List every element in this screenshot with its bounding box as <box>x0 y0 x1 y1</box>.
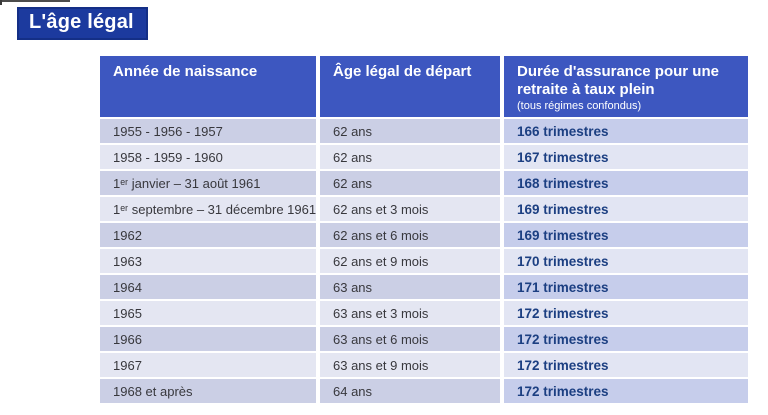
table-row: 1967 63 ans et 9 mois 172 trimestres <box>100 353 748 377</box>
cell-annee-naissance: 1965 <box>100 301 316 325</box>
page-title: L'âge légal <box>17 7 148 40</box>
cell-duree-assurance: 170 trimestres <box>504 249 748 273</box>
cell-annee-naissance: 1955 - 1956 - 1957 <box>100 119 316 143</box>
table-row: 1964 63 ans 171 trimestres <box>100 275 748 299</box>
cell-age-depart: 62 ans <box>320 119 500 143</box>
cell-annee-naissance: 1963 <box>100 249 316 273</box>
table-row: 1966 63 ans et 6 mois 172 trimestres <box>100 327 748 351</box>
cell-annee-naissance: 1964 <box>100 275 316 299</box>
cell-annee-naissance: 1966 <box>100 327 316 351</box>
cell-age-depart: 62 ans et 6 mois <box>320 223 500 247</box>
header-label: Année de naissance <box>113 63 258 80</box>
cell-age-depart: 63 ans et 6 mois <box>320 327 500 351</box>
cell-duree-assurance: 169 trimestres <box>504 223 748 247</box>
cell-age-depart: 62 ans <box>320 145 500 169</box>
cell-age-depart: 62 ans et 3 mois <box>320 197 500 221</box>
cell-duree-assurance: 172 trimestres <box>504 353 748 377</box>
table-row: 1955 - 1956 - 1957 62 ans 166 trimestres <box>100 119 748 143</box>
cell-duree-assurance: 169 trimestres <box>504 197 748 221</box>
cell-annee-naissance: 1962 <box>100 223 316 247</box>
header-age-depart: Âge légal de départ <box>320 56 500 117</box>
cell-annee-naissance: 1958 - 1959 - 1960 <box>100 145 316 169</box>
table-body: 1955 - 1956 - 1957 62 ans 166 trimestres 19… <box>100 119 748 403</box>
table-header-row: Année de naissance Âge légal de départ D… <box>100 56 748 117</box>
table-row: 1ᵉʳ janvier – 31 août 1961 62 ans 168 trim… <box>100 171 748 195</box>
frame-edge-artifact <box>0 0 70 2</box>
header-label: Âge légal de départ <box>333 63 472 80</box>
table-row: 1ᵉʳ septembre – 31 décembre 1961 62 ans e… <box>100 197 748 221</box>
cell-age-depart: 62 ans et 9 mois <box>320 249 500 273</box>
cell-age-depart: 63 ans <box>320 275 500 299</box>
cell-duree-assurance: 167 trimestres <box>504 145 748 169</box>
cell-annee-naissance: 1ᵉʳ janvier – 31 août 1961 <box>100 171 316 195</box>
cell-duree-assurance: 172 trimestres <box>504 301 748 325</box>
cell-duree-assurance: 168 trimestres <box>504 171 748 195</box>
cell-annee-naissance: 1967 <box>100 353 316 377</box>
cell-age-depart: 63 ans et 9 mois <box>320 353 500 377</box>
header-sublabel: (tous régimes confondus) <box>517 100 642 112</box>
cell-duree-assurance: 172 trimestres <box>504 379 748 403</box>
header-label: Durée d'assurance pour une retraite à ta… <box>517 63 719 98</box>
header-duree-assurance: Durée d'assurance pour une retraite à ta… <box>504 56 748 117</box>
cell-age-depart: 64 ans <box>320 379 500 403</box>
table-row: 1962 62 ans et 6 mois 169 trimestres <box>100 223 748 247</box>
cell-duree-assurance: 166 trimestres <box>504 119 748 143</box>
table-row: 1958 - 1959 - 1960 62 ans 167 trimestres <box>100 145 748 169</box>
header-annee-naissance: Année de naissance <box>100 56 316 117</box>
retirement-age-table: Année de naissance Âge légal de départ D… <box>100 56 748 403</box>
cell-age-depart: 63 ans et 3 mois <box>320 301 500 325</box>
cell-annee-naissance: 1ᵉʳ septembre – 31 décembre 1961 <box>100 197 316 221</box>
frame-edge-artifact <box>0 0 2 5</box>
cell-age-depart: 62 ans <box>320 171 500 195</box>
table-row: 1965 63 ans et 3 mois 172 trimestres <box>100 301 748 325</box>
cell-duree-assurance: 171 trimestres <box>504 275 748 299</box>
cell-annee-naissance: 1968 et après <box>100 379 316 403</box>
table-row: 1968 et après 64 ans 172 trimestres <box>100 379 748 403</box>
table-row: 1963 62 ans et 9 mois 170 trimestres <box>100 249 748 273</box>
cell-duree-assurance: 172 trimestres <box>504 327 748 351</box>
